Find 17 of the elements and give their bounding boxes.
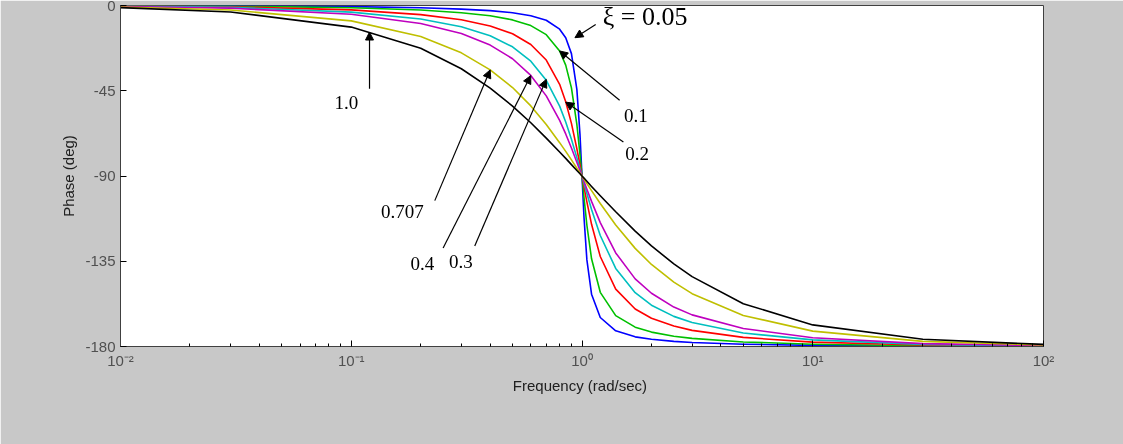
annotation: 1.0 bbox=[334, 91, 359, 113]
x-tick-label: 10⁻¹ bbox=[337, 351, 365, 369]
y-tick-label: 0 bbox=[107, 0, 116, 14]
y-tick-label: -135 bbox=[85, 252, 116, 270]
x-tick-label: 10⁰ bbox=[571, 351, 593, 369]
y-axis-title: Phase (deg) bbox=[60, 135, 78, 217]
x-axis-title: Frequency (rad/sec) bbox=[512, 376, 648, 394]
x-tick-label: 10² bbox=[1032, 351, 1055, 369]
annotation: ξ = 0.05 bbox=[602, 2, 688, 32]
annotation: 0.1 bbox=[623, 104, 648, 126]
y-tick-label: -90 bbox=[93, 167, 116, 184]
y-tick-label: -45 bbox=[93, 81, 116, 99]
annotation: 0.4 bbox=[410, 252, 435, 274]
annotation: 0.707 bbox=[381, 201, 424, 223]
annotation: 0.2 bbox=[625, 142, 650, 164]
x-tick-label: 10¹ bbox=[801, 351, 824, 369]
annotation: 0.3 bbox=[449, 250, 473, 272]
